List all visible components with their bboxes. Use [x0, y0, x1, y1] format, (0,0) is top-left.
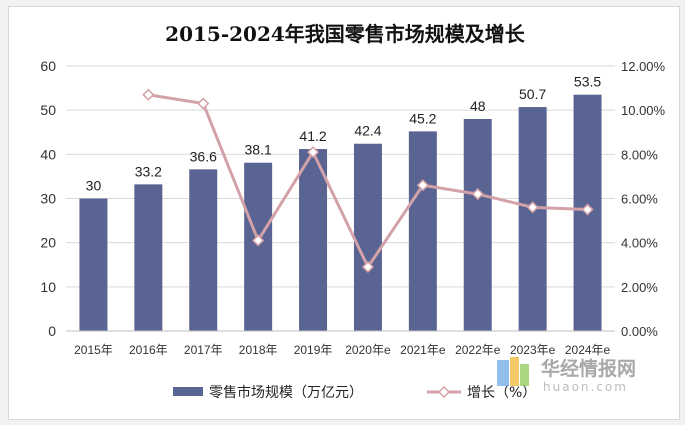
bar-data-label: 41.2 [299, 128, 326, 144]
category-tick-label: 2020年e [345, 343, 391, 357]
left-axis-tick-label: 10 [40, 279, 56, 295]
line-point-marker [252, 234, 265, 247]
category-tick-label: 2024年e [565, 343, 611, 357]
chart-title: 2015-2024年我国零售市场规模及增长 [165, 22, 526, 46]
line-point-marker [142, 88, 155, 101]
bar-data-label: 50.7 [519, 86, 546, 102]
right-axis-tick-label: 4.00% [621, 236, 658, 251]
category-tick-label: 2018年 [239, 343, 278, 357]
line-point-marker [416, 179, 429, 192]
category-tick-label: 2022年e [455, 343, 501, 357]
logo-block [520, 364, 529, 386]
line-point-marker [581, 203, 594, 216]
category-tick-label: 2015年 [74, 343, 113, 357]
left-axis-tick-label: 60 [40, 58, 56, 74]
bar-data-label: 42.4 [354, 123, 381, 139]
left-axis-tick-label: 50 [40, 102, 56, 118]
bar-data-label: 38.1 [245, 142, 272, 158]
line-point-marker [361, 260, 375, 274]
bar-data-label: 36.6 [190, 148, 217, 164]
bar [408, 131, 437, 331]
left-axis-tick-label: 40 [40, 146, 56, 162]
combo-chart: 2015-2024年我国零售市场规模及增长 30 33.2 36.6 38.1 41.2… [40, 22, 665, 401]
legend-bar-label: 零售市场规模（万亿元） [209, 384, 363, 401]
line-point-marker [197, 97, 210, 110]
bar-data-label: 45.2 [409, 110, 436, 126]
right-axis-tick-label: 8.00% [621, 147, 658, 162]
line-point-marker [526, 201, 539, 214]
right-axis-tick-label: 10.00% [621, 103, 666, 118]
bar [463, 119, 492, 331]
bar [134, 184, 163, 331]
logo-block [510, 357, 519, 386]
category-tick-label: 2023年e [510, 343, 556, 357]
line-series [142, 88, 594, 274]
legend-line-marker [437, 385, 451, 399]
axes: 0 10 20 30 40 50 60 0.00% 2.00% 4.00% 6.00% 8.00% 10… [40, 58, 665, 357]
bar [189, 169, 218, 331]
bar [244, 162, 273, 331]
left-axis-tick-label: 30 [40, 191, 56, 207]
bar-data-label: 53.5 [574, 74, 601, 90]
right-axis-tick-label: 6.00% [621, 192, 658, 207]
bar [518, 107, 547, 331]
right-axis-tick-label: 2.00% [621, 280, 658, 295]
watermark-logo [497, 357, 529, 386]
watermark-url: huaon.com [543, 380, 628, 394]
bar [353, 143, 382, 331]
right-axis-tick-label: 12.00% [621, 59, 666, 74]
bar [79, 198, 108, 331]
bar-data-label: 30 [86, 178, 102, 194]
bar-data-label: 33.2 [135, 163, 162, 179]
category-tick-label: 2016年 [129, 343, 168, 357]
line-point-marker [471, 188, 484, 201]
chart-panel: 2015-2024年我国零售市场规模及增长 30 33.2 36.6 38.1 41.2… [8, 6, 680, 420]
category-tick-label: 2017年 [184, 343, 223, 357]
legend: 零售市场规模（万亿元） 增长（%） [173, 384, 536, 401]
right-axis-tick-label: 0.00% [621, 324, 658, 339]
bar-series: 30 33.2 36.6 38.1 41.2 42.4 45.2 48 50.7 53.5 [79, 74, 602, 331]
category-tick-label: 2019年 [294, 343, 333, 357]
logo-block [497, 360, 509, 386]
category-tick-label: 2021年e [400, 343, 446, 357]
left-axis-tick-label: 20 [40, 235, 56, 251]
watermark-text: 华经情报网 [541, 357, 636, 380]
bar [299, 149, 328, 331]
legend-line-label: 增长（%） [467, 385, 536, 401]
bar-data-label: 48 [470, 98, 486, 114]
legend-bar-swatch [173, 387, 203, 396]
left-axis-tick-label: 0 [48, 323, 56, 339]
line-point-marker [306, 146, 320, 159]
